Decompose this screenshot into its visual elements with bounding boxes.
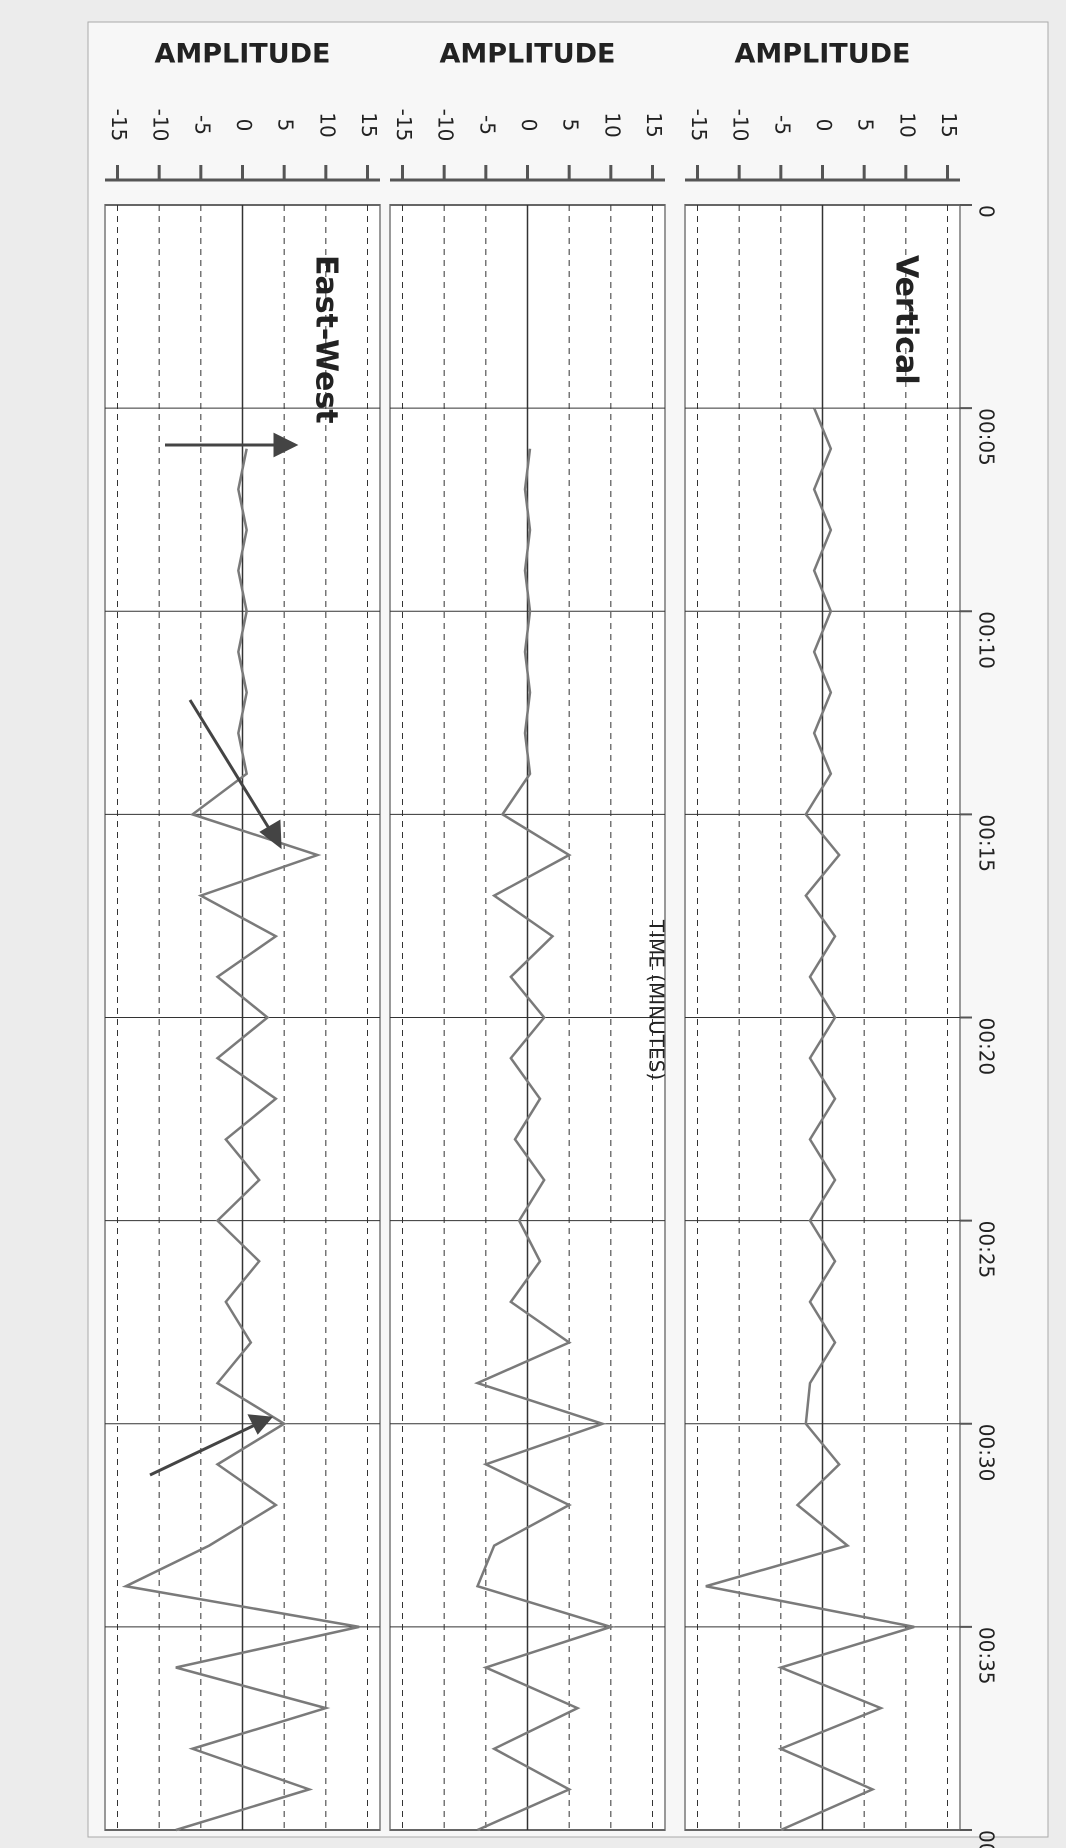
time-tick-label: 0 (975, 205, 999, 218)
arrow-head (259, 819, 282, 850)
value-axis-label: AMPLITUDE (154, 39, 330, 70)
time-tick-label: 00:30 (975, 1424, 999, 1482)
time-tick-label: 00:25 (975, 1221, 999, 1279)
amplitude-tick-label: 0 (232, 119, 256, 132)
amplitude-tick-label: 5 (559, 119, 583, 132)
amplitude-tick-label: 0 (812, 119, 836, 132)
panel-label: East-West (309, 255, 344, 424)
trace (121, 448, 360, 1832)
amplitude-tick-label: 0 (517, 119, 541, 132)
arrow (149, 1423, 256, 1477)
panel-label: Vertical (889, 255, 924, 385)
amplitude-tick-label: -5 (475, 115, 499, 135)
time-tick-label: 00:35 (975, 1627, 999, 1685)
time-tick-label: 00:15 (975, 814, 999, 872)
amplitude-tick-label: 15 (642, 112, 666, 137)
amplitude-tick-label: 15 (937, 112, 961, 137)
time-axis-label: TIME (MINUTES) (645, 919, 669, 1080)
amplitude-tick-label: 10 (895, 112, 919, 137)
arrow-head (247, 1414, 274, 1435)
amplitude-tick-label: 5 (854, 119, 878, 132)
amplitude-tick-label: 10 (600, 112, 624, 137)
time-tick-label: 00:40 (975, 1830, 999, 1848)
value-axis-label: AMPLITUDE (439, 39, 615, 70)
amplitude-tick-label: -5 (190, 115, 214, 135)
time-tick-label: 00:05 (975, 408, 999, 466)
amplitude-tick-label: 10 (315, 112, 339, 137)
value-axis-label: AMPLITUDE (734, 39, 910, 70)
trace (474, 448, 615, 1832)
amplitude-tick-label: -10 (149, 109, 173, 142)
amplitude-tick-label: 5 (274, 119, 298, 132)
amplitude-tick-label: -10 (434, 109, 458, 142)
amplitude-tick-label: -15 (107, 109, 131, 142)
arrows (149, 432, 299, 1477)
time-tick-label: 00:20 (975, 1018, 999, 1076)
trace (705, 407, 915, 1832)
amplitude-tick-label: -15 (392, 109, 416, 142)
amplitude-tick-label: -15 (687, 109, 711, 142)
arrow (188, 699, 272, 831)
amplitude-tick-label: -5 (770, 115, 794, 135)
amplitude-tick-label: -10 (729, 109, 753, 142)
time-tick-label: 00:10 (975, 611, 999, 669)
amplitude-tick-label: 15 (357, 112, 381, 137)
arrow-head (273, 432, 299, 458)
